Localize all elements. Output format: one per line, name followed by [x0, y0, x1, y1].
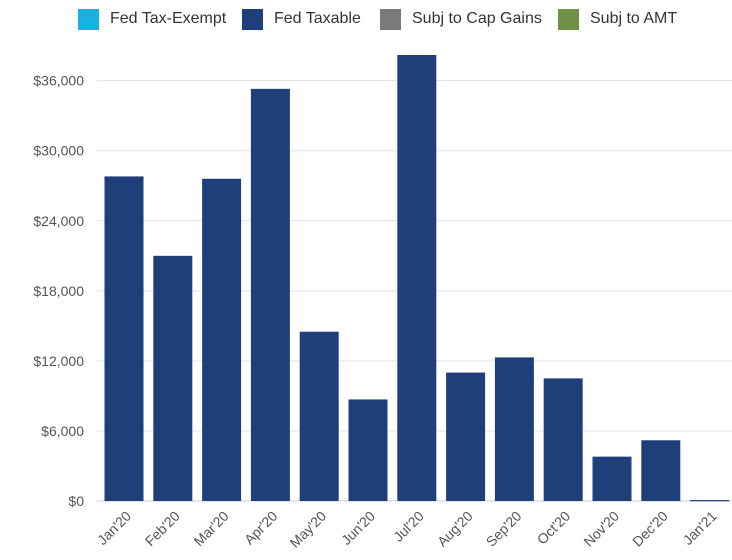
legend-label-subj-to-cap-gains: Subj to Cap Gains — [412, 10, 542, 27]
x-tick-label: Feb'20 — [142, 508, 183, 549]
x-tick-label: Oct'20 — [534, 508, 574, 548]
x-tick-label: Jan'21 — [680, 508, 720, 548]
legend-swatch-fed-taxable — [242, 8, 263, 30]
y-tick-label: $30,000 — [33, 143, 84, 159]
bar — [250, 88, 290, 501]
bar — [202, 178, 242, 501]
legend-label-fed-taxable: Fed Taxable — [274, 10, 361, 27]
x-tick-label: Jun'20 — [338, 508, 378, 548]
legend-label-subj-to-amt: Subj to AMT — [590, 10, 678, 27]
legend-label-fed-tax-exempt: Fed Tax-Exempt — [110, 10, 227, 27]
bar — [446, 372, 486, 501]
y-tick-label: $24,000 — [33, 213, 84, 229]
legend-swatch-subj-to-amt — [558, 8, 579, 30]
bar — [690, 500, 730, 502]
bar — [641, 440, 681, 501]
bar — [397, 55, 437, 501]
legend-swatch-subj-to-cap-gains — [380, 8, 401, 30]
legend-item-subj-to-cap-gains[interactable]: Subj to Cap Gains — [380, 8, 542, 30]
x-tick-label: Nov'20 — [580, 508, 622, 550]
x-tick-label: Sep'20 — [483, 508, 525, 550]
x-tick-label: May'20 — [286, 508, 329, 551]
legend-swatch-fed-tax-exempt — [78, 8, 99, 30]
x-tick-label: Dec'20 — [629, 508, 671, 550]
y-tick-label: $18,000 — [33, 283, 84, 299]
y-tick-label: $36,000 — [33, 73, 84, 89]
bar — [104, 176, 144, 502]
bar — [299, 331, 339, 501]
bar — [153, 255, 193, 501]
x-tick-label: Apr'20 — [241, 508, 281, 548]
bar — [592, 456, 632, 501]
legend-item-fed-tax-exempt[interactable]: Fed Tax-Exempt — [78, 8, 226, 30]
x-tick-label: Jan'20 — [94, 508, 134, 548]
y-tick-label: $6,000 — [41, 423, 84, 439]
x-tick-label: Aug'20 — [434, 508, 476, 550]
y-tick-label: $12,000 — [33, 353, 84, 369]
y-tick-label: $0 — [68, 493, 84, 509]
legend-item-subj-to-amt[interactable]: Subj to AMT — [558, 8, 677, 30]
chart-legend: Fed Tax-Exempt Fed Taxable Subj to Cap G… — [0, 8, 732, 30]
x-tick-label: Mar'20 — [190, 508, 231, 549]
bar — [494, 357, 534, 501]
x-tick-label: Jul'20 — [390, 508, 427, 545]
bar — [348, 399, 388, 501]
bar — [543, 378, 583, 501]
legend-item-fed-taxable[interactable]: Fed Taxable — [242, 8, 361, 30]
